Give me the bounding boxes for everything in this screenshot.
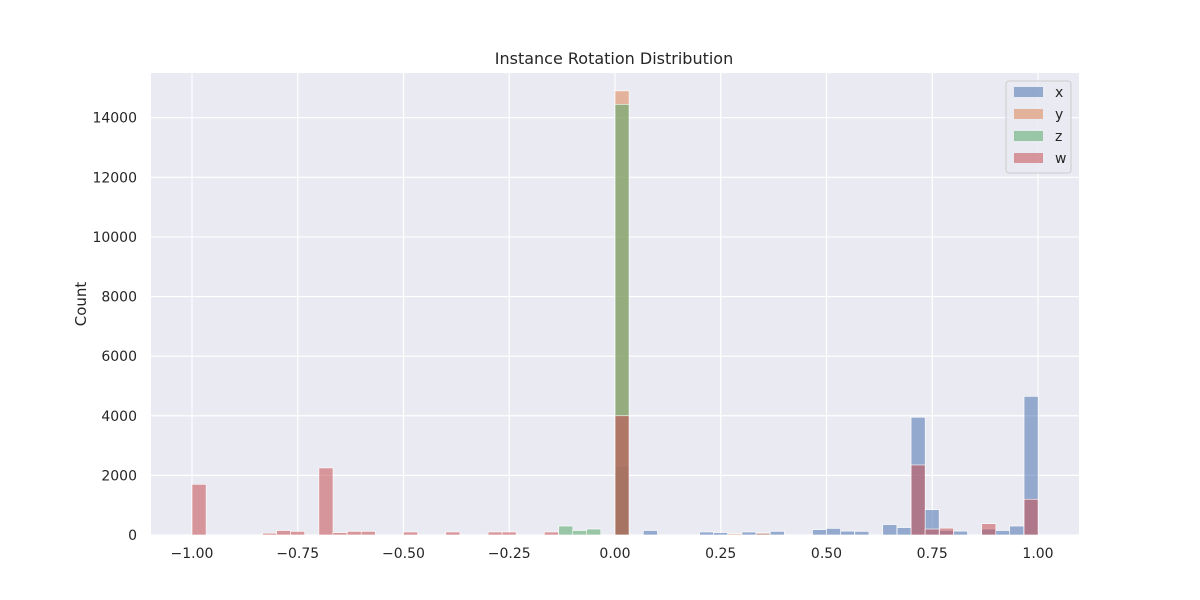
bar-x	[854, 531, 870, 536]
bar-x	[741, 531, 757, 536]
bar-w	[262, 532, 278, 536]
bar-w	[332, 532, 348, 536]
bar-w	[445, 531, 461, 536]
legend-label-x: x	[1055, 85, 1063, 101]
bar-w	[346, 531, 362, 536]
legend-label-z: z	[1055, 129, 1062, 145]
legend-box	[1005, 80, 1072, 174]
y-tick-label: 4000	[101, 409, 137, 425]
bar-w	[403, 531, 418, 536]
y-tick-label: 10000	[92, 230, 137, 246]
x-tick-label: 0.25	[705, 546, 736, 562]
bar-y	[755, 532, 771, 536]
bar-x	[953, 530, 968, 536]
x-tick-label: −0.25	[488, 546, 531, 562]
bar-x	[995, 530, 1011, 536]
bars	[191, 90, 1039, 536]
bar-w	[924, 528, 940, 536]
bar-z	[572, 530, 588, 536]
bar-w	[910, 464, 926, 536]
x-tick-label: 1.00	[1022, 546, 1053, 562]
bar-x	[882, 524, 898, 536]
bar-x	[699, 531, 714, 536]
bar-w	[318, 467, 334, 536]
y-tick-label: 2000	[101, 468, 137, 484]
bar-w	[360, 531, 376, 536]
x-tick-label: −1.00	[171, 546, 214, 562]
x-tick-label: −0.75	[276, 546, 319, 562]
x-tick-label: 0.50	[811, 546, 842, 562]
bar-x	[713, 532, 728, 536]
y-axis-label: Count	[72, 282, 90, 327]
x-tick-label: −0.50	[382, 546, 425, 562]
legend-swatch-z	[1014, 131, 1043, 141]
y-tick-label: 6000	[101, 349, 137, 365]
y-tick-label: 14000	[92, 111, 137, 127]
bar-w	[290, 531, 305, 536]
bar-x	[826, 528, 841, 536]
bar-x	[1009, 525, 1025, 536]
bar-w	[501, 531, 517, 536]
bar-w	[191, 484, 207, 536]
bar-w	[939, 527, 954, 536]
legend-swatch-w	[1014, 153, 1043, 163]
y-tick-label: 8000	[101, 290, 137, 306]
x-tick-label: 0.75	[917, 546, 948, 562]
bar-y	[727, 533, 743, 536]
bar-w	[544, 531, 559, 536]
y-tick-labels: 0 2000 4000 6000 8000 10000 12000 14000	[92, 111, 137, 544]
bar-w	[614, 415, 630, 536]
bar-x	[643, 530, 658, 536]
legend-swatch-x	[1014, 87, 1043, 97]
bar-z	[558, 525, 574, 536]
bar-x	[840, 530, 855, 536]
y-tick-label: 0	[128, 528, 137, 544]
bar-w	[1023, 498, 1039, 536]
bar-z	[586, 528, 602, 536]
legend-label-w: w	[1055, 151, 1066, 167]
bar-w	[487, 531, 503, 536]
bar-x	[812, 529, 827, 536]
bar-w	[276, 530, 291, 536]
bar-x	[896, 527, 912, 536]
y-tick-label: 12000	[92, 170, 137, 186]
bar-x	[769, 531, 785, 536]
bar-w	[981, 523, 997, 536]
legend-label-y: y	[1055, 107, 1063, 123]
chart-title: Instance Rotation Distribution	[495, 49, 733, 68]
x-tick-label: 0.00	[599, 546, 630, 562]
x-tick-labels: −1.00 −0.75 −0.50 −0.25 0.00 0.25 0.50 0.75 1.00	[171, 546, 1054, 562]
legend-swatch-y	[1014, 109, 1043, 119]
